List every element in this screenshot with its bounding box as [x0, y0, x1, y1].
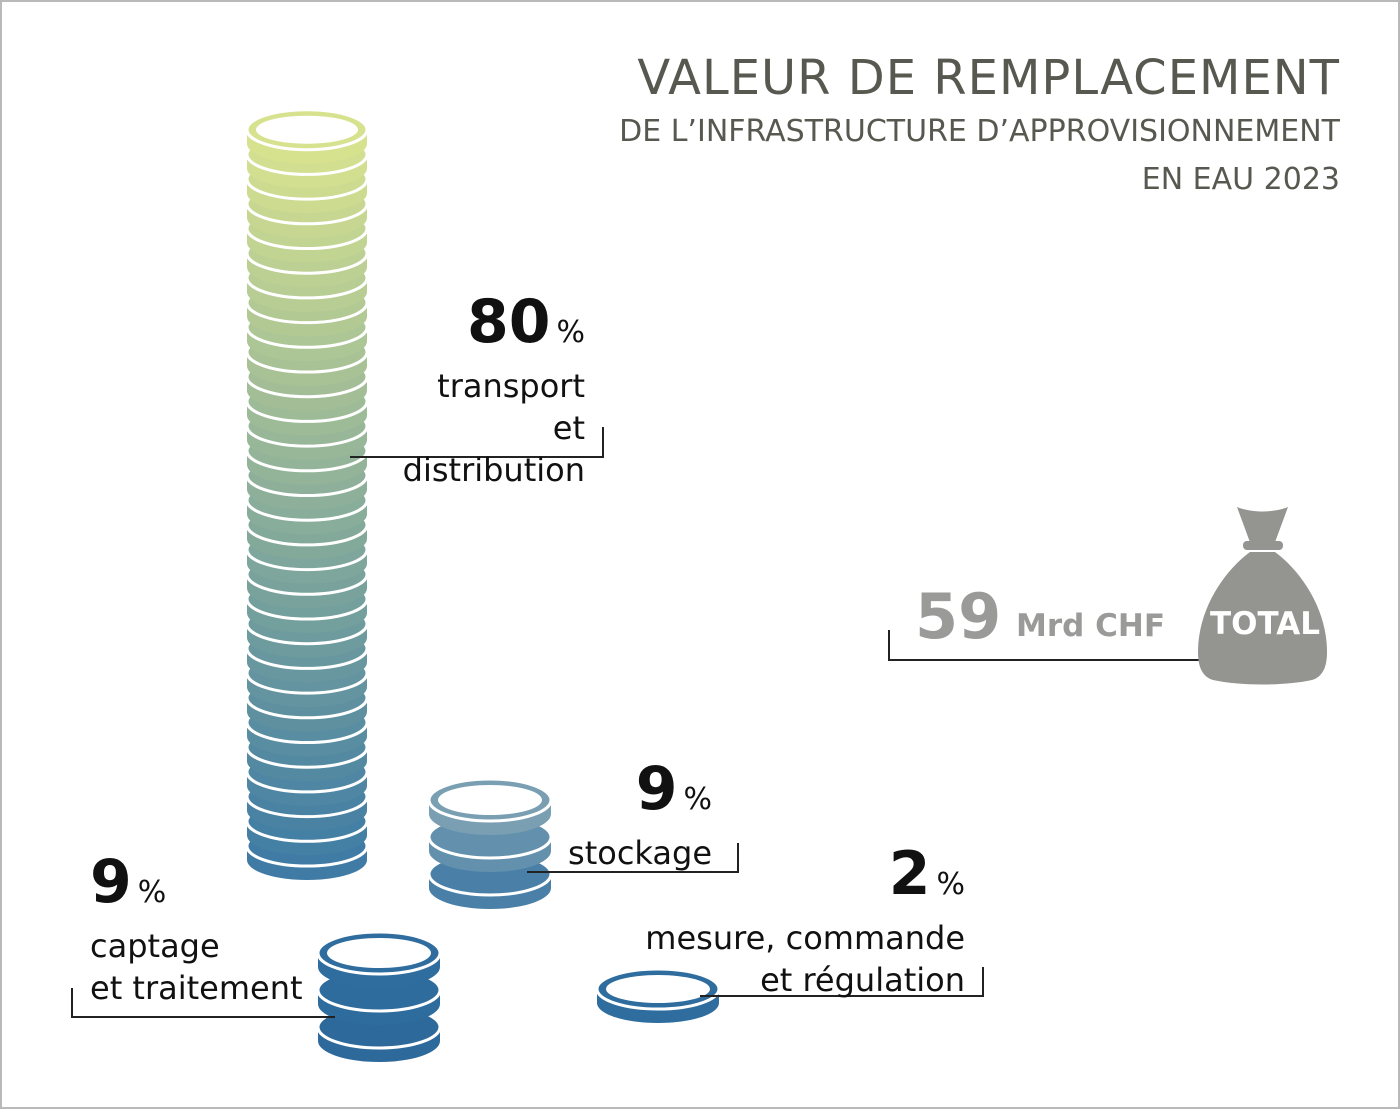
leader-line-mesure — [700, 967, 984, 997]
cat-stockage-line1: stockage — [568, 834, 712, 872]
coin-stacks — [245, 108, 721, 1062]
cat-transport-line1: transport et — [437, 367, 585, 447]
leader-line-stockage — [527, 843, 739, 873]
coin — [595, 967, 721, 1023]
cat-mesure-line1: mesure, commande — [645, 919, 965, 957]
bag-total-label: TOTAL — [1210, 606, 1320, 642]
leader-lines — [71, 427, 1205, 1018]
cat-captage-line1: captage — [90, 927, 220, 965]
label-stockage: 9% stockage — [560, 757, 712, 874]
coin — [427, 777, 553, 835]
label-transport: 80% transport et distribution — [395, 290, 585, 491]
total-value: 59 — [915, 580, 1002, 653]
pct-mesure: 2% — [888, 839, 965, 909]
chart-subtitle-line2: EN EAU 2023 — [1141, 162, 1340, 197]
coin — [245, 108, 369, 164]
pct-stockage: 9% — [635, 754, 712, 824]
chart-subtitle-line1: DE L’INFRASTRUCTURE D’APPROVISIONNEMENT — [619, 114, 1340, 149]
cat-mesure-line2: et régulation — [760, 961, 965, 999]
cat-transport-line2: distribution — [402, 451, 585, 489]
label-captage: 9% captage et traitement — [90, 850, 330, 1009]
coin-stack-captage — [316, 930, 442, 1062]
total-unit: Mrd CHF — [1016, 608, 1165, 644]
coin-stack-mesure — [595, 967, 721, 1023]
cat-captage-line2: et traitement — [90, 969, 303, 1007]
pct-captage: 9% — [90, 847, 167, 917]
coin-stack-stockage — [427, 777, 553, 909]
label-mesure: 2% mesure, commande et régulation — [640, 842, 965, 1001]
coin-stack-transport — [245, 108, 369, 880]
pct-transport: 80% — [466, 287, 585, 357]
coin — [316, 930, 442, 988]
leader-line-transport — [350, 427, 604, 458]
title-block: VALEUR DE REMPLACEMENT DE L’INFRASTRUCTU… — [619, 48, 1340, 204]
leader-line-captage — [71, 988, 335, 1018]
leader-line-total — [888, 630, 1205, 661]
chart-title: VALEUR DE REMPLACEMENT — [637, 50, 1340, 106]
money-bag-icon — [1198, 507, 1327, 685]
